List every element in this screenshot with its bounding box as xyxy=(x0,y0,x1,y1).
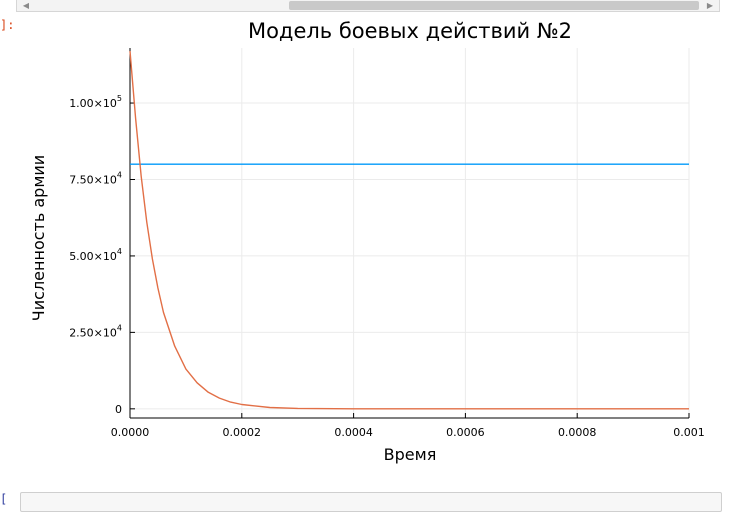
y-tick-mantissa: 5.00×10 xyxy=(69,250,117,263)
x-tick-label: 0.0004 xyxy=(334,426,373,439)
axes xyxy=(129,48,690,419)
y-tick-exponent: 4 xyxy=(117,170,122,179)
y-tick-label: 2.50×104 xyxy=(69,323,122,339)
y-tick-exponent: 4 xyxy=(117,323,122,332)
x-tick-label: 0.0002 xyxy=(223,426,262,439)
next-code-cell[interactable] xyxy=(20,492,722,512)
y-tick-label: 5.00×104 xyxy=(69,247,122,263)
x-tick-label: 0.0006 xyxy=(446,426,485,439)
y-tick-mantissa: 1.00×10 xyxy=(69,97,117,110)
scrollbar-thumb[interactable] xyxy=(289,1,699,10)
output-prompt: ]: xyxy=(0,18,15,32)
scroll-left-arrow-icon[interactable]: ◀ xyxy=(22,1,30,10)
chart-title: Модель боевых действий №2 xyxy=(248,19,572,43)
x-axis-label: Время xyxy=(384,445,437,464)
x-tick-labels: 0.0000 0.0002 0.0004 0.0006 0.0008 0.001 xyxy=(111,426,705,439)
y-tick-mantissa: 7.50×10 xyxy=(69,173,117,186)
x-tick-label: 0.0008 xyxy=(558,426,597,439)
chart: 0.0000 0.0002 0.0004 0.0006 0.0008 0.001 0 2.5… xyxy=(29,19,705,464)
y-tick-label: 1.00×105 xyxy=(69,94,122,110)
series-lines xyxy=(129,51,689,410)
scroll-right-arrow-icon[interactable]: ▶ xyxy=(706,1,714,10)
y-tick-exponent: 4 xyxy=(117,247,122,256)
grid-lines xyxy=(129,48,690,418)
y-tick-label: 0 xyxy=(115,403,122,416)
x-tick-label: 0.001 xyxy=(673,426,705,439)
y-tick-mantissa: 2.50×10 xyxy=(69,326,117,339)
x-tick-label: 0.0000 xyxy=(111,426,150,439)
y-tick-exponent: 5 xyxy=(117,94,122,103)
y-tick-mantissa: 0 xyxy=(115,403,122,416)
y-tick-label: 7.50×104 xyxy=(69,170,122,186)
next-cell-prompt: [ xyxy=(0,492,8,506)
horizontal-scrollbar[interactable]: ◀ ▶ xyxy=(16,0,720,12)
y-axis-label: Численность армии xyxy=(29,155,48,321)
series-line-2 xyxy=(129,51,689,410)
